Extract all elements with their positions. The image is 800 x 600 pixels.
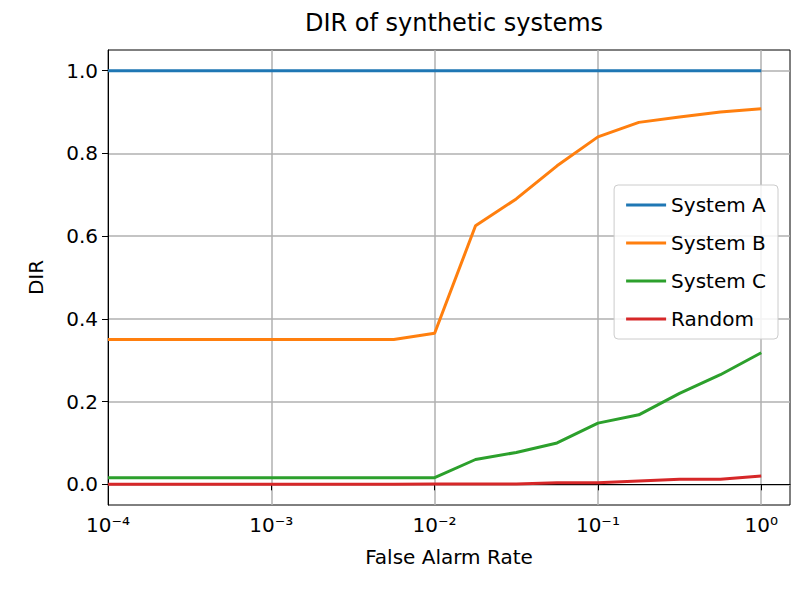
svg-text:1.0: 1.0 (66, 59, 98, 83)
svg-text:System C: System C (671, 269, 766, 293)
svg-text:10⁻¹: 10⁻¹ (576, 513, 620, 537)
svg-text:System A: System A (671, 193, 766, 217)
svg-text:10⁻³: 10⁻³ (249, 513, 293, 537)
svg-text:10⁻⁴: 10⁻⁴ (86, 513, 130, 537)
svg-text:0.6: 0.6 (66, 224, 98, 248)
svg-text:0.8: 0.8 (66, 141, 98, 165)
svg-text:10⁻²: 10⁻² (413, 513, 457, 537)
svg-text:0.0: 0.0 (66, 472, 98, 496)
svg-text:0.4: 0.4 (66, 307, 98, 331)
svg-text:DIR of synthetic systems: DIR of synthetic systems (305, 9, 603, 37)
svg-text:False Alarm Rate: False Alarm Rate (365, 545, 533, 569)
svg-text:0.2: 0.2 (66, 390, 98, 414)
svg-text:Random: Random (671, 307, 754, 331)
svg-text:System B: System B (671, 231, 766, 255)
svg-text:10⁰: 10⁰ (745, 513, 778, 537)
svg-text:DIR: DIR (24, 260, 48, 295)
